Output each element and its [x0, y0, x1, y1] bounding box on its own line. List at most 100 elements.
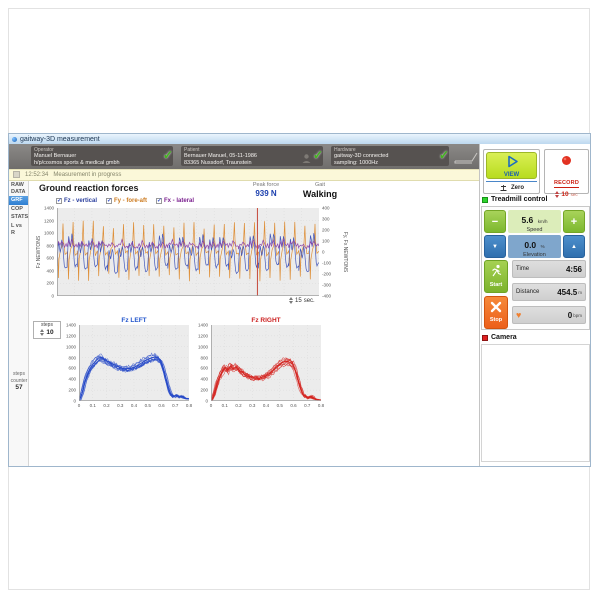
record-duration-spinner[interactable]: 10 sec [545, 191, 588, 198]
time-window-unit: sec. [303, 297, 315, 304]
status-icon [13, 170, 20, 180]
zero-button-label: Zero [510, 185, 524, 191]
chart-plot[interactable] [79, 325, 189, 401]
tick-label: 0.6 [158, 403, 165, 408]
sidebar-tab-stats[interactable]: STATS [11, 214, 29, 221]
tick-label: 1000 [197, 344, 208, 350]
toggle-label: Fy - fore-aft [114, 198, 148, 204]
tick-label: 1200 [65, 333, 76, 339]
steps-spinner[interactable]: steps 10 [33, 321, 61, 339]
tick-label: 1200 [43, 218, 54, 224]
time-window-arrows[interactable] [289, 297, 293, 304]
speed-value: 5.6 [521, 215, 534, 225]
hardware-label: Hardware [334, 147, 356, 153]
mean-trace [79, 356, 189, 401]
toggle-label: Fx - lateral [164, 198, 195, 204]
tick-label: 800 [46, 243, 54, 249]
tick-label: 0 [51, 293, 54, 299]
patient-name: Bernauer Manuel, 05-11-1986 [184, 153, 257, 159]
main-chart-plot[interactable] [57, 208, 319, 296]
trace [79, 356, 189, 401]
elevation-increase-button[interactable]: ▲ [563, 235, 585, 258]
start-button[interactable]: Start [484, 260, 508, 293]
operator-name: Manuel Bernauer [34, 153, 77, 159]
chart-title: Fz RIGHT [251, 317, 281, 324]
patient-silhouette-icon [302, 151, 311, 169]
speed-label: Speed [526, 227, 543, 233]
bpm-value: 0 [567, 310, 573, 320]
time-value: 4:56 [565, 264, 582, 274]
time-label: Time [516, 266, 530, 272]
tick-label: -300 [322, 282, 332, 288]
window-title: gaitway-3D measurement [20, 135, 100, 143]
toggle-label: Fz - vertical [64, 198, 98, 204]
tick-label: -400 [322, 293, 332, 299]
speed-increase-button[interactable]: + [563, 210, 585, 233]
checkbox-icon[interactable]: ✓ [56, 198, 63, 204]
grf-time-chart: 1400 1200 1000 800 600 400 200 0 400 300 200 100 0 -1… [29, 205, 399, 317]
tick-label: 1000 [65, 344, 76, 350]
view-button-label: VIEW [503, 172, 520, 178]
tick-label: 600 [68, 365, 76, 371]
app-window: gaitway-3D measurement Operator Manuel B… [8, 133, 591, 467]
tick-label: 800 [200, 355, 208, 361]
control-panel: VIEW Zero RECORD 10 sec [479, 144, 590, 466]
treadmill-controls: − 5.6 km/h Speed + ▼ 0.0 % Elevation ▲ [481, 206, 590, 330]
tick-label: 0.7 [172, 403, 179, 408]
sidebar-tab-l-vs-r[interactable]: L vs R [11, 222, 22, 236]
toggle-fx[interactable]: ✓ Fx - lateral [156, 198, 194, 204]
record-box[interactable]: RECORD 10 sec [544, 149, 589, 198]
checkbox-icon[interactable]: ✓ [156, 198, 163, 204]
hardware-sampling: sampling: 1000Hz [334, 159, 379, 166]
sidebar-tab-cop[interactable]: COP [11, 205, 23, 212]
app-icon [12, 136, 17, 142]
tick-label: 0 [322, 249, 325, 255]
checkbox-icon[interactable]: ✓ [106, 198, 113, 204]
tick-label: 0.2 [103, 403, 110, 408]
chart-plot[interactable] [211, 325, 321, 401]
tick-label: 200 [68, 387, 76, 393]
zero-button[interactable]: Zero [486, 181, 537, 192]
speed-decrease-button[interactable]: − [484, 210, 506, 233]
status-time: 12:52:34 [25, 172, 49, 178]
tick-label: 0.7 [304, 403, 311, 408]
record-duration-unit: sec [570, 192, 578, 197]
view-box: VIEW Zero [483, 149, 540, 194]
series-toggles: ✓ Fz - vertical ✓ Fy - fore-aft ✓ Fx - latera… [56, 198, 194, 204]
camera-view-area [481, 344, 590, 462]
elevation-unit: % [540, 244, 545, 249]
tick-label: 0.1 [221, 403, 228, 408]
camera-status-square [482, 334, 488, 341]
tick-label: 300 [322, 216, 330, 222]
tick-label: 0.1 [89, 403, 96, 408]
tick-label: 0.6 [290, 403, 297, 408]
chart-title: Fz LEFT [121, 317, 147, 324]
axis-label: Fy, Fx NEWTONS [342, 231, 348, 273]
tick-label: 0.8 [185, 403, 193, 408]
sidebar-tab-grf[interactable]: GRF [9, 196, 28, 205]
toggle-fy[interactable]: ✓ Fy - fore-aft [106, 198, 147, 204]
tick-label: 0 [209, 403, 213, 408]
time-window-control[interactable]: 15 sec. [289, 297, 315, 304]
tick-label: 0.2 [235, 403, 242, 408]
session-header: Operator Manuel Bernauer h/p/cosmos spor… [9, 144, 479, 169]
toggle-fz[interactable]: ✓ Fz - vertical [56, 198, 97, 204]
steps-spinner-value: 10 [46, 328, 54, 336]
sidebar-tab-raw-data[interactable]: RAW DATA [11, 182, 26, 195]
record-duration-arrows[interactable] [555, 191, 560, 198]
time-display: Time 4:56 [512, 260, 586, 278]
distance-unit: m [578, 289, 582, 295]
steps-spinner-arrows[interactable] [40, 328, 45, 336]
tick-label: 200 [46, 280, 54, 286]
patient-label: Patient [184, 147, 200, 153]
tick-label: 400 [200, 376, 208, 382]
stop-button[interactable]: Stop [484, 296, 508, 329]
elevation-value: 0.0 [524, 240, 537, 250]
series-fz [57, 233, 319, 275]
sidebar: RAW DATA GRF COP STATS L vs R steps counter … [9, 181, 29, 466]
view-button[interactable]: VIEW [486, 152, 537, 179]
elevation-decrease-button[interactable]: ▼ [484, 235, 506, 258]
tick-label: 1000 [43, 230, 54, 236]
window-titlebar[interactable]: gaitway-3D measurement [9, 134, 590, 144]
hardware-status: gaitway-3D connected [334, 153, 389, 159]
